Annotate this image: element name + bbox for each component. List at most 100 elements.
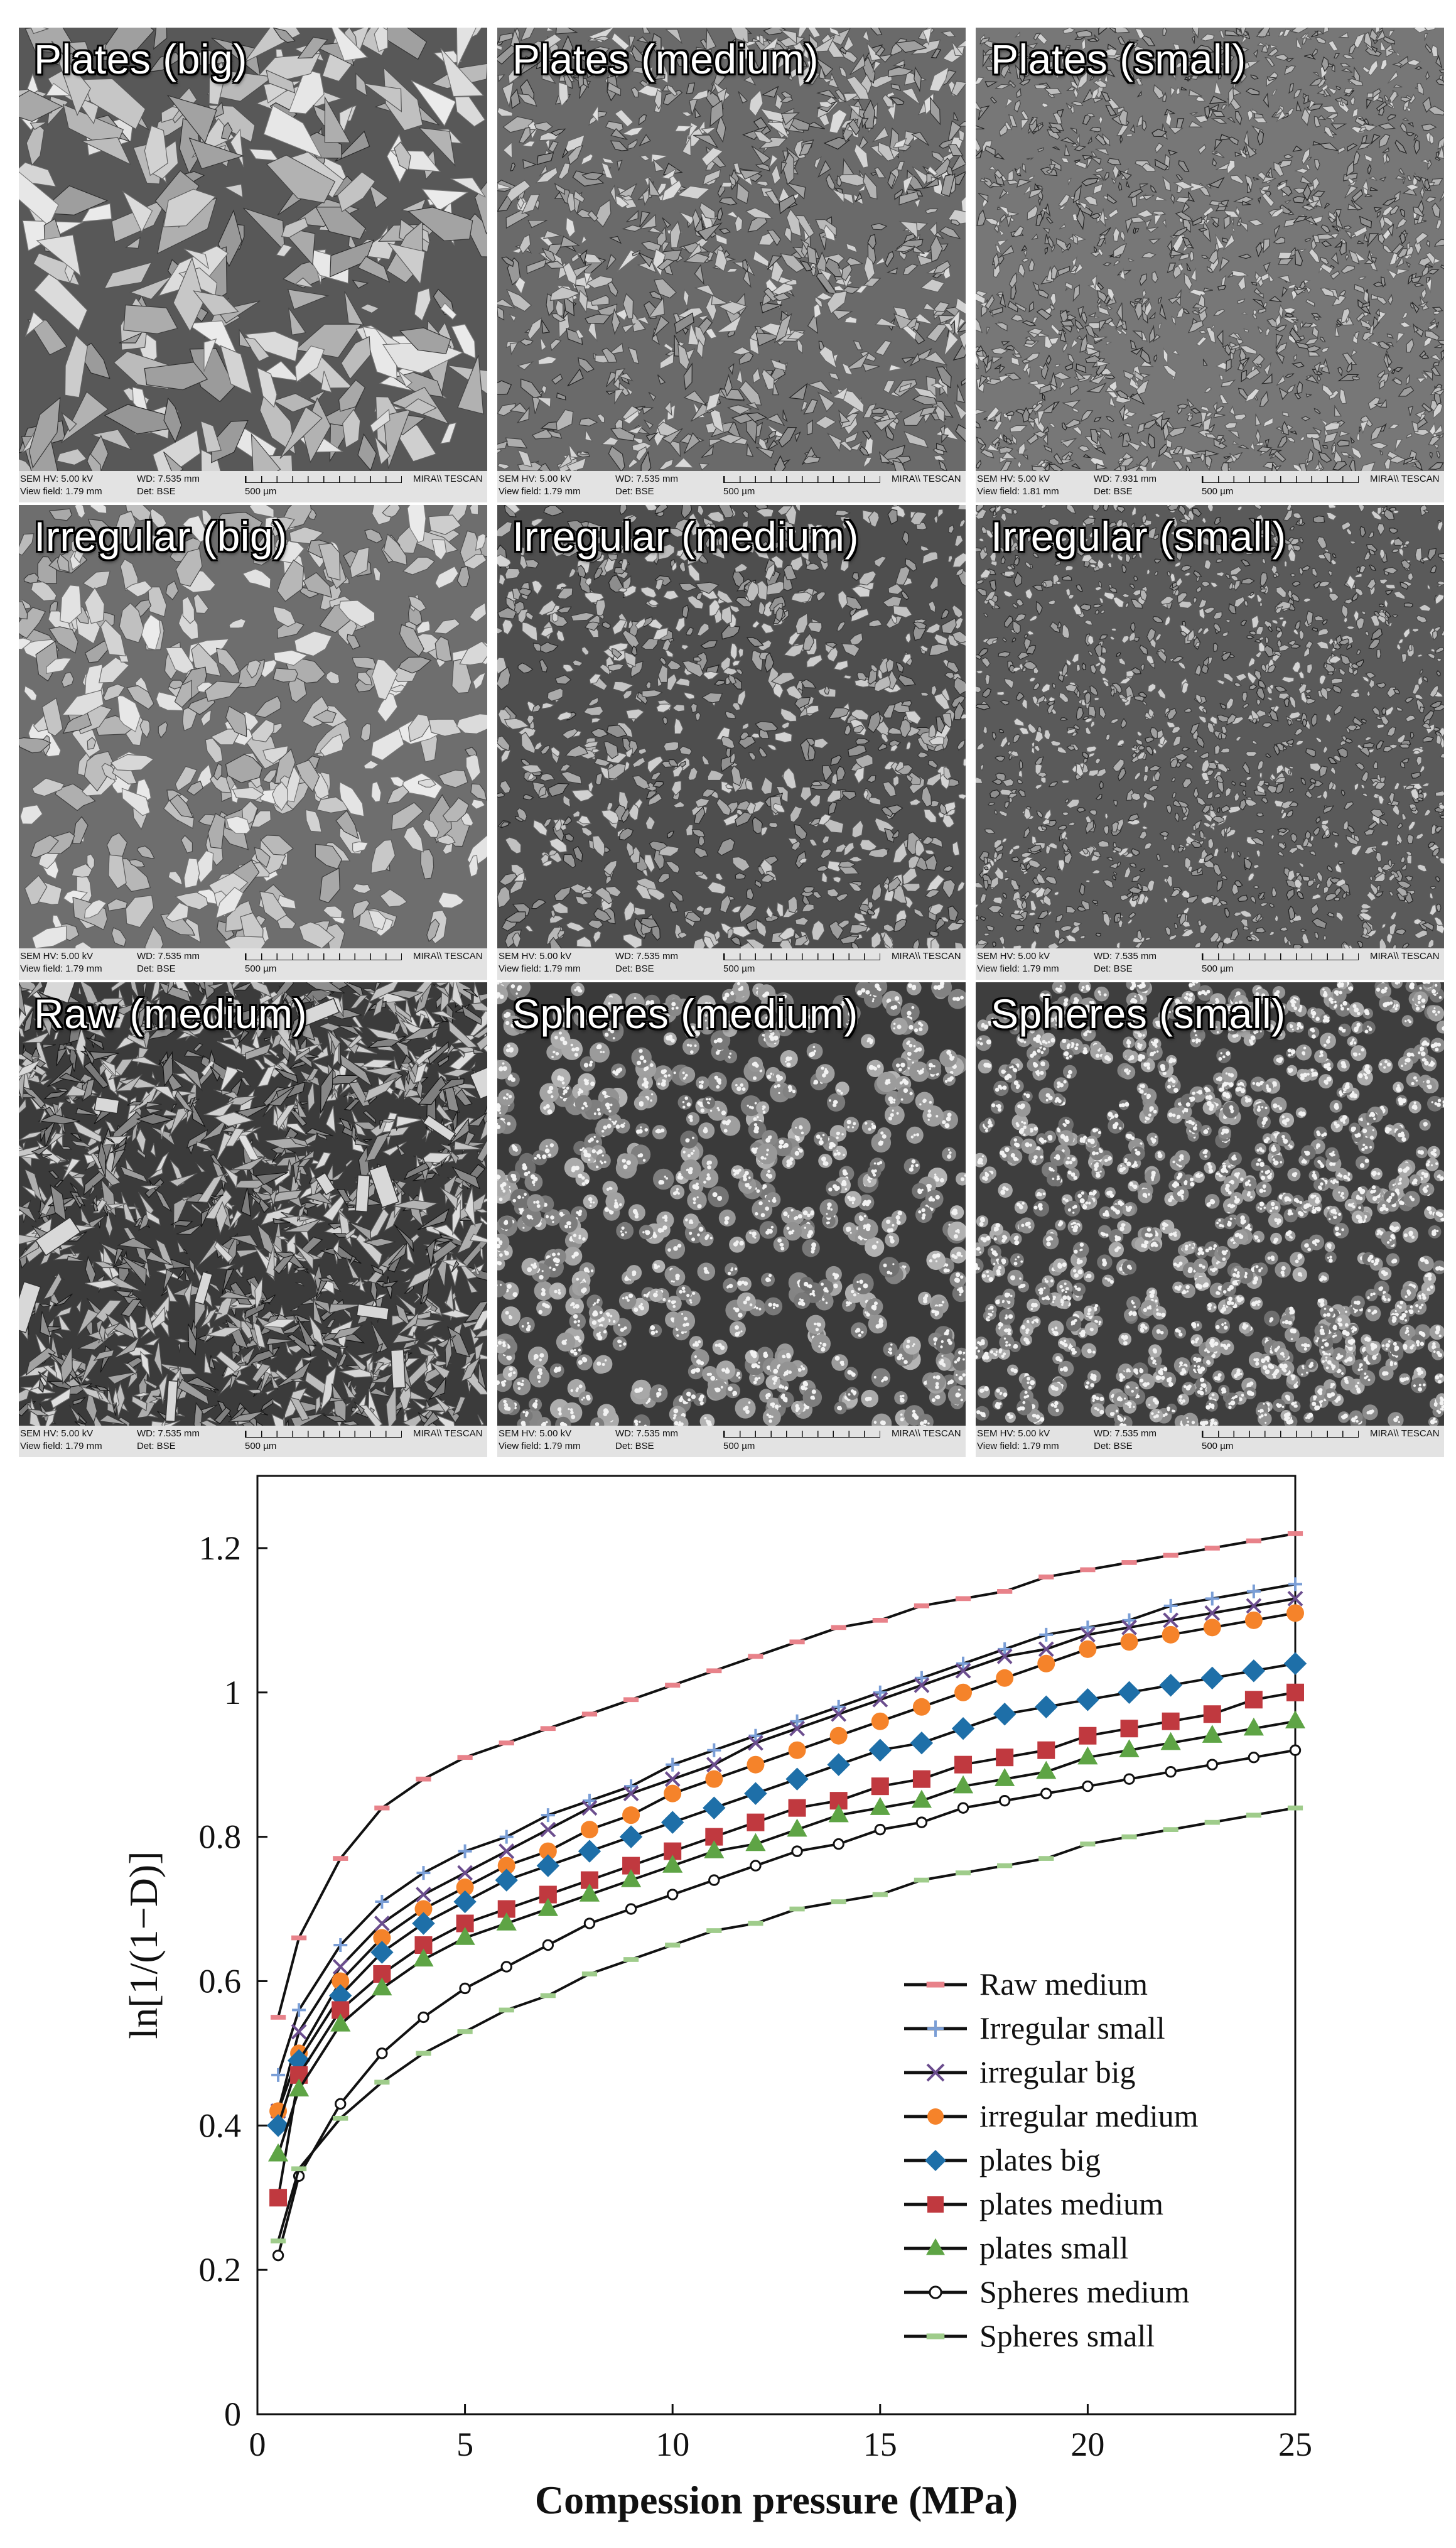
sem-brand-label: MIRA\\ TESCAN: [1370, 1428, 1440, 1439]
data-point: [993, 1703, 1017, 1726]
sem-info-bar: SEM HV: 5.00 kV View field: 1.79 mm WD: 7.…: [976, 948, 1444, 980]
sem-brand-label: MIRA\\ TESCAN: [892, 951, 961, 962]
data-point: [332, 1959, 348, 1975]
data-point: [1040, 1787, 1052, 1799]
data-point: [1203, 1618, 1221, 1637]
data-point: [910, 1732, 934, 1755]
data-point: [915, 1816, 928, 1828]
data-point: [333, 1856, 348, 1861]
legend-label: plates small: [979, 2230, 1128, 2265]
sem-texture: [19, 28, 487, 471]
legend-label: Spheres medium: [979, 2274, 1190, 2309]
data-point: [291, 2166, 307, 2172]
data-point: [625, 1903, 637, 1915]
data-point: [332, 1972, 350, 1990]
data-point: [914, 1877, 930, 1883]
data-point: [374, 1805, 390, 1811]
sem-scale-label: 500 µm: [245, 963, 277, 974]
sem-detector-label: Det: BSE: [615, 1441, 654, 1451]
data-point: [996, 1748, 1014, 1767]
sem-detector-label: Det: BSE: [1094, 486, 1133, 497]
data-point: [1036, 1760, 1057, 1779]
data-point: [914, 1677, 930, 1693]
data-point: [995, 1768, 1015, 1786]
data-point: [748, 1654, 763, 1659]
data-point: [1246, 1584, 1261, 1598]
legend-label: plates big: [979, 2142, 1101, 2177]
sem-wd-label: WD: 7.535 mm: [1094, 951, 1157, 962]
data-point: [1037, 1654, 1055, 1672]
data-point: [955, 1870, 971, 1875]
data-point: [1121, 1619, 1137, 1635]
data-point: [708, 1874, 720, 1886]
legend-marker: [926, 2063, 945, 2082]
panel-title: Irregular (small): [991, 513, 1286, 560]
data-point: [829, 1727, 848, 1745]
data-point: [1205, 1591, 1219, 1606]
data-point: [1248, 1752, 1260, 1764]
data-point: [745, 1833, 766, 1851]
data-point: [954, 1683, 973, 1701]
data-point: [619, 1825, 643, 1848]
scale-bar: [1202, 476, 1359, 483]
data-point: [1163, 1553, 1178, 1558]
sem-panel: Plates (small) SEM HV: 5.00 kV View field:…: [976, 28, 1444, 502]
data-point: [747, 1813, 765, 1831]
sem-brand-label: MIRA\\ TESCAN: [1370, 474, 1440, 484]
y-axis-title: ln[1/(1−D)]: [121, 1851, 166, 2039]
data-point: [868, 1738, 892, 1762]
x-tick-label: 0: [249, 2426, 266, 2463]
data-point: [789, 1906, 805, 1912]
data-point: [416, 1776, 431, 1782]
sem-info-bar: SEM HV: 5.00 kV View field: 1.79 mm WD: 7.…: [497, 1426, 966, 1457]
data-point: [1283, 1652, 1307, 1675]
data-point: [914, 1671, 929, 1685]
data-point: [828, 1804, 849, 1823]
sem-view-field-label: View field: 1.79 mm: [977, 1441, 1059, 1451]
data-point: [1122, 1613, 1136, 1627]
sem-view-field-label: View field: 1.81 mm: [977, 486, 1059, 497]
sem-texture: [497, 982, 966, 1426]
y-tick-label: 0.8: [199, 1818, 242, 1856]
sem-texture: [976, 505, 1444, 948]
data-point: [536, 1854, 560, 1877]
sem-panel: Irregular (big) SEM HV: 5.00 kV View field…: [19, 505, 487, 980]
data-point: [1159, 1674, 1182, 1697]
sem-texture: [19, 505, 487, 948]
data-point: [1288, 1577, 1302, 1591]
data-point: [1038, 1856, 1054, 1861]
data-point: [418, 2011, 429, 2024]
data-point: [791, 1845, 803, 1857]
data-point: [413, 1948, 434, 1967]
data-point: [291, 2024, 307, 2040]
data-point: [333, 2115, 348, 2121]
legend-label: irregular medium: [979, 2098, 1199, 2133]
data-point: [620, 1869, 642, 1887]
x-tick-label: 20: [1070, 2426, 1104, 2463]
data-point: [1246, 1813, 1261, 1818]
data-point: [289, 2078, 310, 2097]
sem-micrograph: Raw (medium): [19, 982, 487, 1426]
densification-chart: 0 0.2 0.4 0.6 0.8 1 1.2 0 5 10 15 20 25 Compession pr…: [0, 1457, 1456, 2548]
scale-bar: [245, 953, 402, 960]
scale-bar: [1202, 1431, 1359, 1438]
x-tick-label: 5: [456, 2426, 473, 2463]
data-point: [412, 1912, 435, 1935]
data-point: [872, 1691, 888, 1708]
legend-label: irregular big: [979, 2054, 1136, 2090]
data-point: [1286, 1604, 1304, 1622]
data-point: [500, 1961, 512, 1973]
data-point: [1289, 1744, 1302, 1756]
data-point: [623, 1957, 639, 1962]
data-point: [831, 1625, 846, 1630]
data-point: [1035, 1695, 1058, 1718]
data-point: [537, 1898, 558, 1916]
data-point: [706, 1757, 722, 1773]
data-point: [750, 1860, 762, 1872]
sem-hv-label: SEM HV: 5.00 kV: [977, 474, 1050, 484]
scale-bar: [723, 476, 880, 483]
sem-view-field-label: View field: 1.79 mm: [20, 486, 102, 497]
data-point: [459, 1982, 471, 1995]
data-point: [375, 1895, 389, 1909]
data-point: [998, 1642, 1012, 1656]
